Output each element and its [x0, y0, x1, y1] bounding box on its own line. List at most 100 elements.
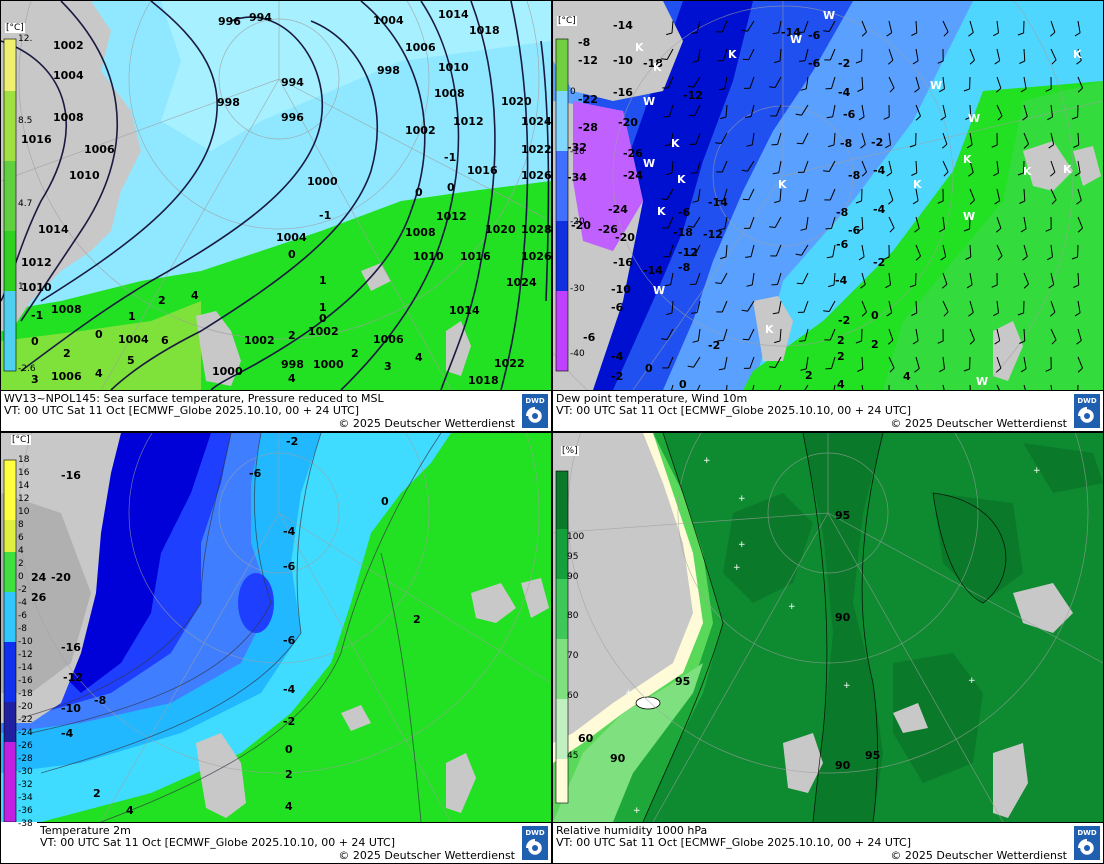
- svg-text:+: +: [968, 676, 976, 686]
- svg-text:-12: -12: [703, 228, 723, 241]
- svg-text:+: +: [1033, 466, 1041, 476]
- t2m-scale-label: 16: [18, 468, 30, 478]
- t2m-title: Temperature 2m: [40, 824, 131, 837]
- svg-text:4: 4: [415, 351, 423, 364]
- svg-text:0: 0: [415, 186, 423, 199]
- dwd-logo-icon: DWD: [1074, 826, 1100, 860]
- svg-text:-4: -4: [283, 525, 296, 538]
- svg-text:-8: -8: [578, 36, 590, 49]
- svg-text:1000: 1000: [307, 175, 338, 188]
- rh-title: Relative humidity 1000 hPa: [556, 824, 708, 837]
- rh-scale-label-3: 90: [567, 572, 579, 582]
- svg-text:K: K: [1023, 165, 1032, 178]
- svg-text:-8: -8: [840, 137, 852, 150]
- t2m-scale-label: -22: [18, 715, 33, 725]
- svg-text:-12: -12: [578, 54, 598, 67]
- svg-text:-2: -2: [871, 136, 883, 149]
- svg-text:1002: 1002: [53, 39, 84, 52]
- svg-text:4: 4: [126, 804, 134, 817]
- svg-text:K: K: [653, 61, 662, 74]
- svg-text:1020: 1020: [485, 223, 516, 236]
- map-dewpoint-wind: -14-14 -6 -8-10 -18 -6 -2 -12-16 -12 -4 -22-6 …: [553, 1, 1103, 390]
- t2m-valid-time: VT: 00 UTC Sat 11 Oct [ECMWF_Globe 2025.…: [40, 836, 396, 849]
- svg-text:1014: 1014: [38, 223, 69, 236]
- t2m-scale-label: -30: [18, 767, 33, 777]
- t2m-color-scale: [3, 459, 17, 822]
- svg-text:-8: -8: [94, 694, 106, 707]
- svg-text:-32: -32: [567, 141, 587, 154]
- rh-color-scale: [555, 470, 569, 804]
- t2m-scale-label: -10: [18, 637, 33, 647]
- svg-text:-4: -4: [873, 164, 886, 177]
- svg-text:-6: -6: [808, 29, 821, 42]
- sst-unit: [°C]: [5, 23, 25, 33]
- svg-text:1002: 1002: [244, 334, 275, 347]
- svg-text:95: 95: [835, 509, 850, 522]
- svg-text:26: 26: [31, 591, 47, 604]
- svg-text:2: 2: [413, 613, 421, 626]
- svg-text:-4: -4: [835, 274, 848, 287]
- dewpoint-valid-time: VT: 00 UTC Sat 11 Oct [ECMWF_Globe 2025.…: [556, 404, 912, 417]
- svg-text:-6: -6: [283, 634, 296, 647]
- svg-text:-6: -6: [808, 57, 821, 70]
- rh-scale-label-4: 80: [567, 611, 579, 621]
- svg-text:1010: 1010: [21, 281, 52, 294]
- svg-text:-6: -6: [678, 206, 691, 219]
- svg-text:W: W: [643, 157, 655, 170]
- svg-text:1014: 1014: [449, 304, 480, 317]
- svg-text:1010: 1010: [438, 61, 469, 74]
- t2m-scale-label: -34: [18, 793, 33, 803]
- svg-text:3: 3: [384, 360, 392, 373]
- svg-text:2: 2: [351, 347, 359, 360]
- svg-text:1006: 1006: [84, 143, 115, 156]
- svg-text:-2: -2: [838, 57, 850, 70]
- dwd-logo-icon: DWD: [522, 394, 548, 428]
- svg-text:1022: 1022: [521, 143, 551, 156]
- svg-text:1: 1: [319, 301, 327, 314]
- svg-text:994: 994: [249, 11, 272, 24]
- svg-text:-4: -4: [838, 86, 851, 99]
- svg-text:1004: 1004: [118, 333, 149, 346]
- svg-text:-1: -1: [31, 309, 43, 322]
- t2m-scale-label: 0: [18, 572, 24, 582]
- svg-text:+: +: [738, 540, 746, 550]
- svg-text:-10: -10: [613, 54, 633, 67]
- svg-text:+: +: [668, 494, 676, 504]
- svg-text:K: K: [1073, 48, 1082, 61]
- svg-text:-12: -12: [63, 671, 83, 684]
- svg-text:24: 24: [31, 571, 47, 584]
- svg-text:-4: -4: [61, 727, 74, 740]
- svg-text:-2: -2: [838, 314, 850, 327]
- rh-unit: [%]: [561, 446, 579, 456]
- svg-text:1002: 1002: [308, 325, 339, 338]
- svg-text:-2: -2: [283, 715, 295, 728]
- svg-text:-4: -4: [283, 683, 296, 696]
- svg-text:-12: -12: [678, 246, 698, 259]
- svg-text:-14: -14: [708, 196, 728, 209]
- rh-scale-label-2: 95: [567, 552, 579, 562]
- svg-text:K: K: [778, 178, 787, 191]
- svg-text:1010: 1010: [69, 169, 100, 182]
- t2m-scale-label: -6: [18, 611, 27, 621]
- svg-text:-26: -26: [598, 223, 618, 236]
- t2m-scale-label: 14: [18, 481, 30, 491]
- t2m-scale-label: -4: [18, 598, 27, 608]
- svg-text:1: 1: [128, 310, 136, 323]
- svg-text:K: K: [657, 205, 666, 218]
- svg-text:-4: -4: [611, 350, 624, 363]
- svg-text:-24: -24: [623, 169, 643, 182]
- svg-text:-14: -14: [781, 26, 801, 39]
- sst-color-scale: [3, 38, 17, 372]
- svg-text:998: 998: [281, 358, 304, 371]
- svg-text:996: 996: [281, 111, 304, 124]
- svg-text:-8: -8: [678, 261, 690, 274]
- rh-scale-label-7: 45: [567, 751, 579, 761]
- svg-text:K: K: [765, 323, 774, 336]
- svg-text:1006: 1006: [405, 41, 436, 54]
- panel-relative-humidity: 95 90 95 95 90 60 90 + + + + + + + + + + + [%] 100 9…: [553, 433, 1103, 863]
- svg-text:-16: -16: [61, 469, 81, 482]
- svg-text:1022: 1022: [494, 357, 525, 370]
- svg-text:5: 5: [127, 354, 135, 367]
- svg-text:-18: -18: [643, 57, 663, 70]
